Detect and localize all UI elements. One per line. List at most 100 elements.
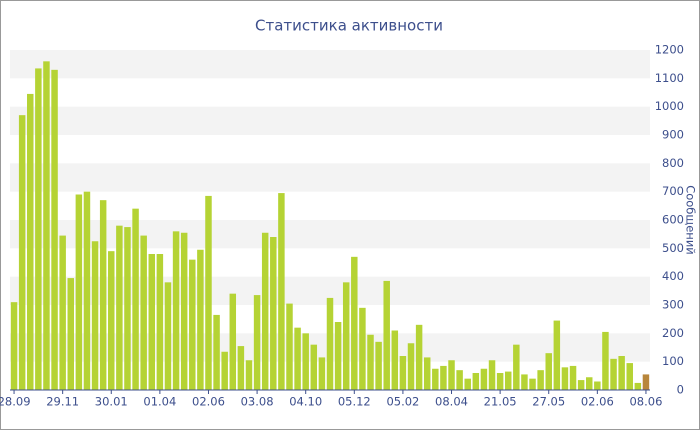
- bar: [586, 377, 593, 390]
- bar: [245, 360, 253, 390]
- bar: [480, 368, 488, 390]
- bar: [302, 333, 309, 390]
- bar: [278, 193, 285, 390]
- bar: [180, 232, 188, 390]
- bar: [642, 374, 650, 390]
- bar: [334, 322, 342, 390]
- bar: [464, 378, 471, 390]
- bar: [561, 367, 569, 390]
- y-tick-label: 400: [662, 269, 684, 283]
- bar: [545, 353, 552, 390]
- bar: [448, 360, 455, 390]
- bar: [326, 297, 334, 390]
- grid-band: [10, 106, 650, 135]
- bar: [59, 235, 66, 390]
- y-tick-label: 700: [662, 184, 684, 198]
- bar: [140, 235, 147, 390]
- chart-title: Статистика активности: [255, 17, 443, 35]
- bar: [91, 241, 99, 390]
- bar: [351, 256, 358, 390]
- bar: [43, 61, 50, 390]
- bar: [618, 356, 625, 390]
- bar: [569, 365, 577, 390]
- bar: [294, 327, 301, 390]
- x-tick-label: 21.05: [484, 395, 517, 409]
- bar: [213, 314, 220, 390]
- bar: [116, 225, 123, 390]
- x-tick-label: 30.01: [95, 395, 128, 409]
- x-tick-label: 05.02: [386, 395, 419, 409]
- grid-band: [10, 163, 650, 192]
- y-tick-label: 500: [662, 241, 684, 255]
- bar: [253, 295, 261, 390]
- bar: [261, 232, 269, 390]
- grid-band: [10, 50, 650, 79]
- y-tick-label: 200: [662, 326, 684, 340]
- bar: [156, 254, 164, 390]
- y-tick-label: 1100: [655, 71, 684, 85]
- y-tick-label: 600: [662, 213, 684, 227]
- bar: [496, 373, 504, 390]
- bar: [529, 378, 536, 390]
- bar: [124, 227, 131, 390]
- x-tick-label: 28.09: [0, 395, 31, 409]
- bar: [18, 115, 26, 391]
- bar: [205, 195, 212, 390]
- x-tick-label: 03.08: [241, 395, 274, 409]
- bar: [634, 382, 642, 390]
- bar: [472, 373, 480, 390]
- bar: [513, 344, 520, 390]
- bar: [423, 357, 431, 390]
- bar: [270, 237, 277, 390]
- bar: [415, 324, 423, 390]
- x-tick-label: 08.04: [435, 395, 468, 409]
- bar: [537, 370, 544, 390]
- bar: [99, 200, 107, 390]
- bar: [172, 231, 180, 390]
- x-tick-label: 05.12: [338, 395, 371, 409]
- bar: [310, 344, 318, 390]
- bar: [488, 360, 496, 390]
- bar: [83, 191, 91, 390]
- y-tick-label: 900: [662, 128, 684, 142]
- bar: [164, 282, 172, 390]
- bar: [504, 371, 512, 390]
- bar: [594, 381, 601, 390]
- y-tick-label: 800: [662, 156, 684, 170]
- bar: [342, 282, 350, 390]
- y-tick-label: 0: [677, 383, 684, 397]
- bar: [456, 370, 463, 390]
- bar: [399, 356, 407, 390]
- bar: [375, 341, 382, 390]
- bar: [521, 374, 528, 390]
- bar: [359, 307, 366, 390]
- bar: [35, 68, 42, 391]
- y-tick-label: 1000: [655, 99, 684, 113]
- y-tick-label: 300: [662, 298, 684, 312]
- bar: [132, 208, 139, 390]
- bar: [577, 380, 585, 390]
- y-tick-label: 1200: [655, 43, 684, 57]
- bar: [286, 303, 293, 390]
- bar: [10, 302, 18, 390]
- bar: [75, 194, 83, 390]
- bar: [432, 368, 439, 390]
- bar: [407, 343, 415, 390]
- bar: [27, 93, 34, 391]
- bar: [367, 334, 374, 390]
- bar: [383, 280, 390, 390]
- x-tick-label: 01.04: [143, 395, 176, 409]
- bar: [610, 358, 617, 390]
- bar: [67, 278, 74, 390]
- bar: [229, 293, 237, 390]
- bar: [189, 259, 196, 390]
- bar: [318, 357, 326, 390]
- x-tick-label: 02.06: [192, 395, 225, 409]
- bar: [51, 69, 58, 390]
- bar: [237, 346, 245, 390]
- bar: [553, 320, 561, 390]
- x-tick-label: 04.10: [289, 395, 322, 409]
- y-axis-label: Сообщений: [684, 185, 698, 255]
